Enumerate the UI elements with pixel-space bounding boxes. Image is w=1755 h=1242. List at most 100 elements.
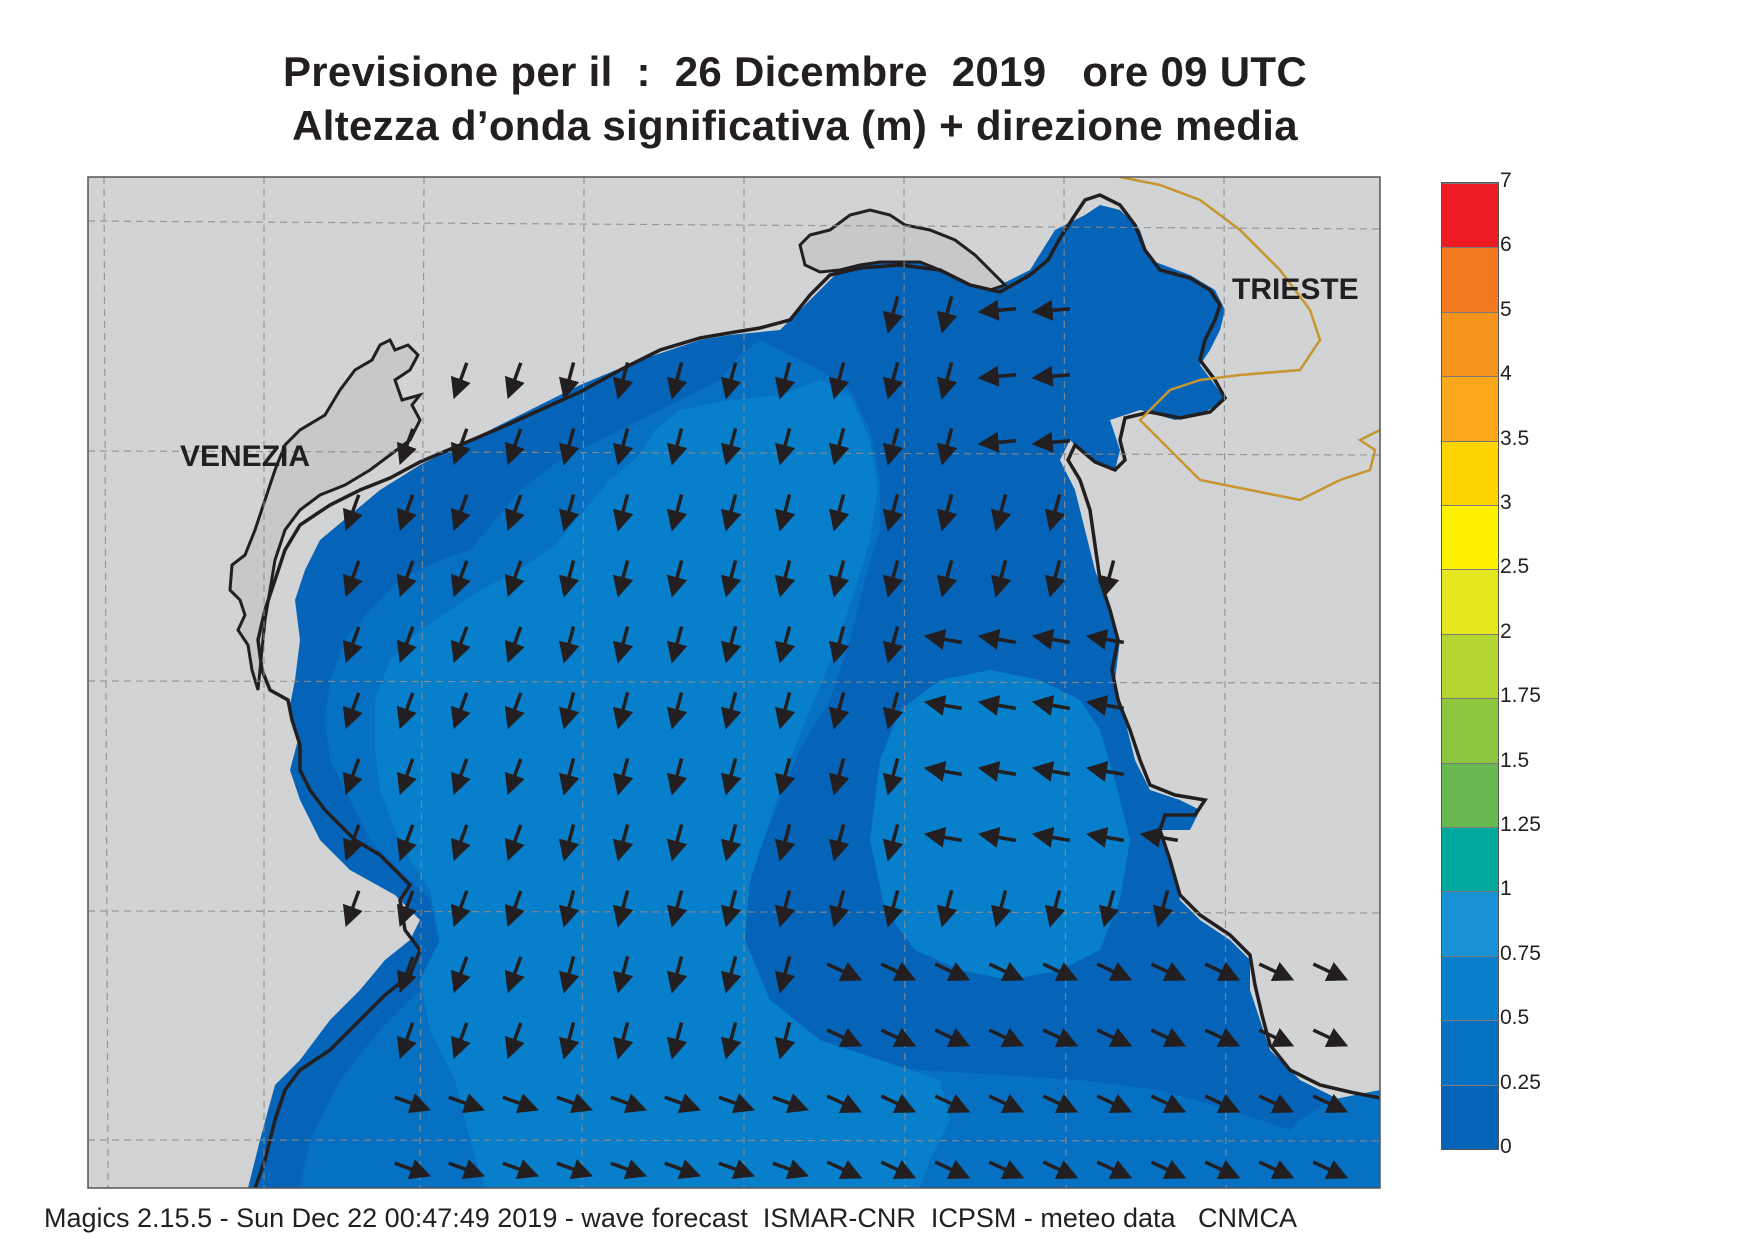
direction-arrow	[828, 560, 850, 598]
color-scale-segment	[1442, 698, 1498, 763]
direction-arrow	[1031, 827, 1071, 848]
direction-arrow	[1042, 961, 1079, 981]
coastline	[253, 193, 1380, 1188]
direction-arrow	[826, 1159, 863, 1179]
direction-arrow	[504, 692, 525, 730]
direction-arrow	[882, 494, 904, 532]
direction-arrow	[880, 1093, 917, 1113]
direction-arrow	[720, 692, 742, 730]
direction-arrow	[558, 824, 580, 862]
direction-arrow	[774, 1022, 796, 1060]
color-scale-tick-label: 1.25	[1500, 813, 1541, 836]
direction-arrow	[772, 1093, 810, 1114]
direction-arrow	[1258, 961, 1295, 981]
direction-arrow	[612, 362, 634, 400]
color-scale-segment	[1442, 762, 1498, 827]
direction-arrow	[666, 362, 688, 400]
color-scale-tick-label: 3	[1500, 491, 1512, 514]
direction-arrow	[720, 560, 742, 598]
direction-arrow	[936, 296, 958, 334]
direction-arrow	[1098, 890, 1120, 928]
direction-arrow	[502, 1093, 540, 1114]
direction-arrow	[988, 961, 1025, 981]
direction-arrow	[394, 1159, 432, 1180]
direction-arrow	[882, 758, 904, 796]
direction-arrow	[1031, 365, 1071, 387]
direction-arrow	[612, 758, 634, 796]
direction-arrow	[396, 428, 417, 466]
direction-arrow	[1042, 1159, 1079, 1179]
direction-arrow	[774, 362, 796, 400]
direction-arrow	[988, 1027, 1025, 1047]
direction-arrow	[612, 626, 634, 664]
color-scale-tick-label: 1.5	[1500, 748, 1530, 772]
color-scale-tick-label: 6	[1500, 233, 1512, 257]
direction-arrow	[504, 1022, 525, 1060]
direction-arrow	[666, 890, 688, 928]
direction-arrow	[612, 956, 634, 994]
direction-arrow	[1258, 1159, 1295, 1179]
direction-arrow	[610, 1093, 648, 1114]
color-scale-segment	[1442, 633, 1498, 699]
direction-arrow	[880, 1027, 917, 1047]
direction-arrow	[720, 1022, 742, 1060]
direction-arrow	[342, 692, 363, 730]
direction-arrow	[558, 1022, 580, 1060]
color-scale-tick-label: 3.5	[1500, 426, 1530, 450]
map-frame	[87, 176, 1381, 1189]
direction-arrow	[720, 494, 742, 532]
color-scale-segment	[1442, 311, 1498, 377]
direction-arrow	[504, 956, 525, 994]
direction-arrow	[666, 1022, 688, 1060]
direction-arrow	[828, 626, 850, 664]
direction-arrow	[450, 824, 471, 862]
direction-arrow	[882, 890, 904, 928]
direction-arrow	[1096, 1093, 1133, 1113]
direction-arrow	[450, 692, 471, 730]
direction-arrow	[504, 890, 525, 928]
direction-arrow	[664, 1159, 702, 1180]
direction-arrow	[1312, 1027, 1349, 1047]
direction-arrow	[610, 1159, 648, 1180]
direction-arrow	[1312, 1093, 1349, 1113]
direction-arrow	[448, 1093, 486, 1114]
direction-arrow	[558, 494, 580, 532]
city-label-trieste: TRIESTE	[1232, 273, 1359, 306]
direction-arrow	[612, 494, 634, 532]
direction-arrow	[718, 1093, 756, 1114]
direction-arrow	[450, 560, 471, 598]
direction-arrow	[666, 824, 688, 862]
direction-arrow	[990, 560, 1012, 598]
direction-arrow	[828, 890, 850, 928]
direction-arrow	[342, 494, 363, 532]
direction-arrow	[828, 494, 850, 532]
direction-arrow	[504, 758, 525, 796]
direction-arrow	[396, 494, 417, 532]
direction-arrow	[666, 758, 688, 796]
direction-arrow	[558, 692, 580, 730]
direction-arrow	[990, 890, 1012, 928]
direction-arrow	[936, 362, 958, 400]
direction-arrow	[1152, 890, 1174, 928]
direction-arrow	[988, 1093, 1025, 1113]
direction-arrow	[826, 1027, 863, 1047]
direction-arrow	[666, 626, 688, 664]
direction-arrow	[1085, 761, 1125, 782]
direction-arrow	[450, 1022, 471, 1060]
color-scale-tick-label: 1.75	[1500, 684, 1541, 708]
direction-arrow	[1085, 695, 1125, 716]
direction-arrow	[1098, 560, 1120, 598]
direction-arrow	[882, 824, 904, 862]
direction-arrow	[774, 692, 796, 730]
direction-arrow	[666, 560, 688, 598]
direction-arrow	[558, 428, 580, 466]
direction-arrow	[1096, 1159, 1133, 1179]
direction-arrow	[1139, 827, 1179, 848]
direction-arrow	[504, 560, 525, 598]
direction-arrow	[880, 1159, 917, 1179]
color-scale-tick-label: 2.5	[1500, 555, 1530, 579]
direction-arrow	[558, 758, 580, 796]
direction-arrow	[774, 626, 796, 664]
direction-arrow	[880, 961, 917, 981]
